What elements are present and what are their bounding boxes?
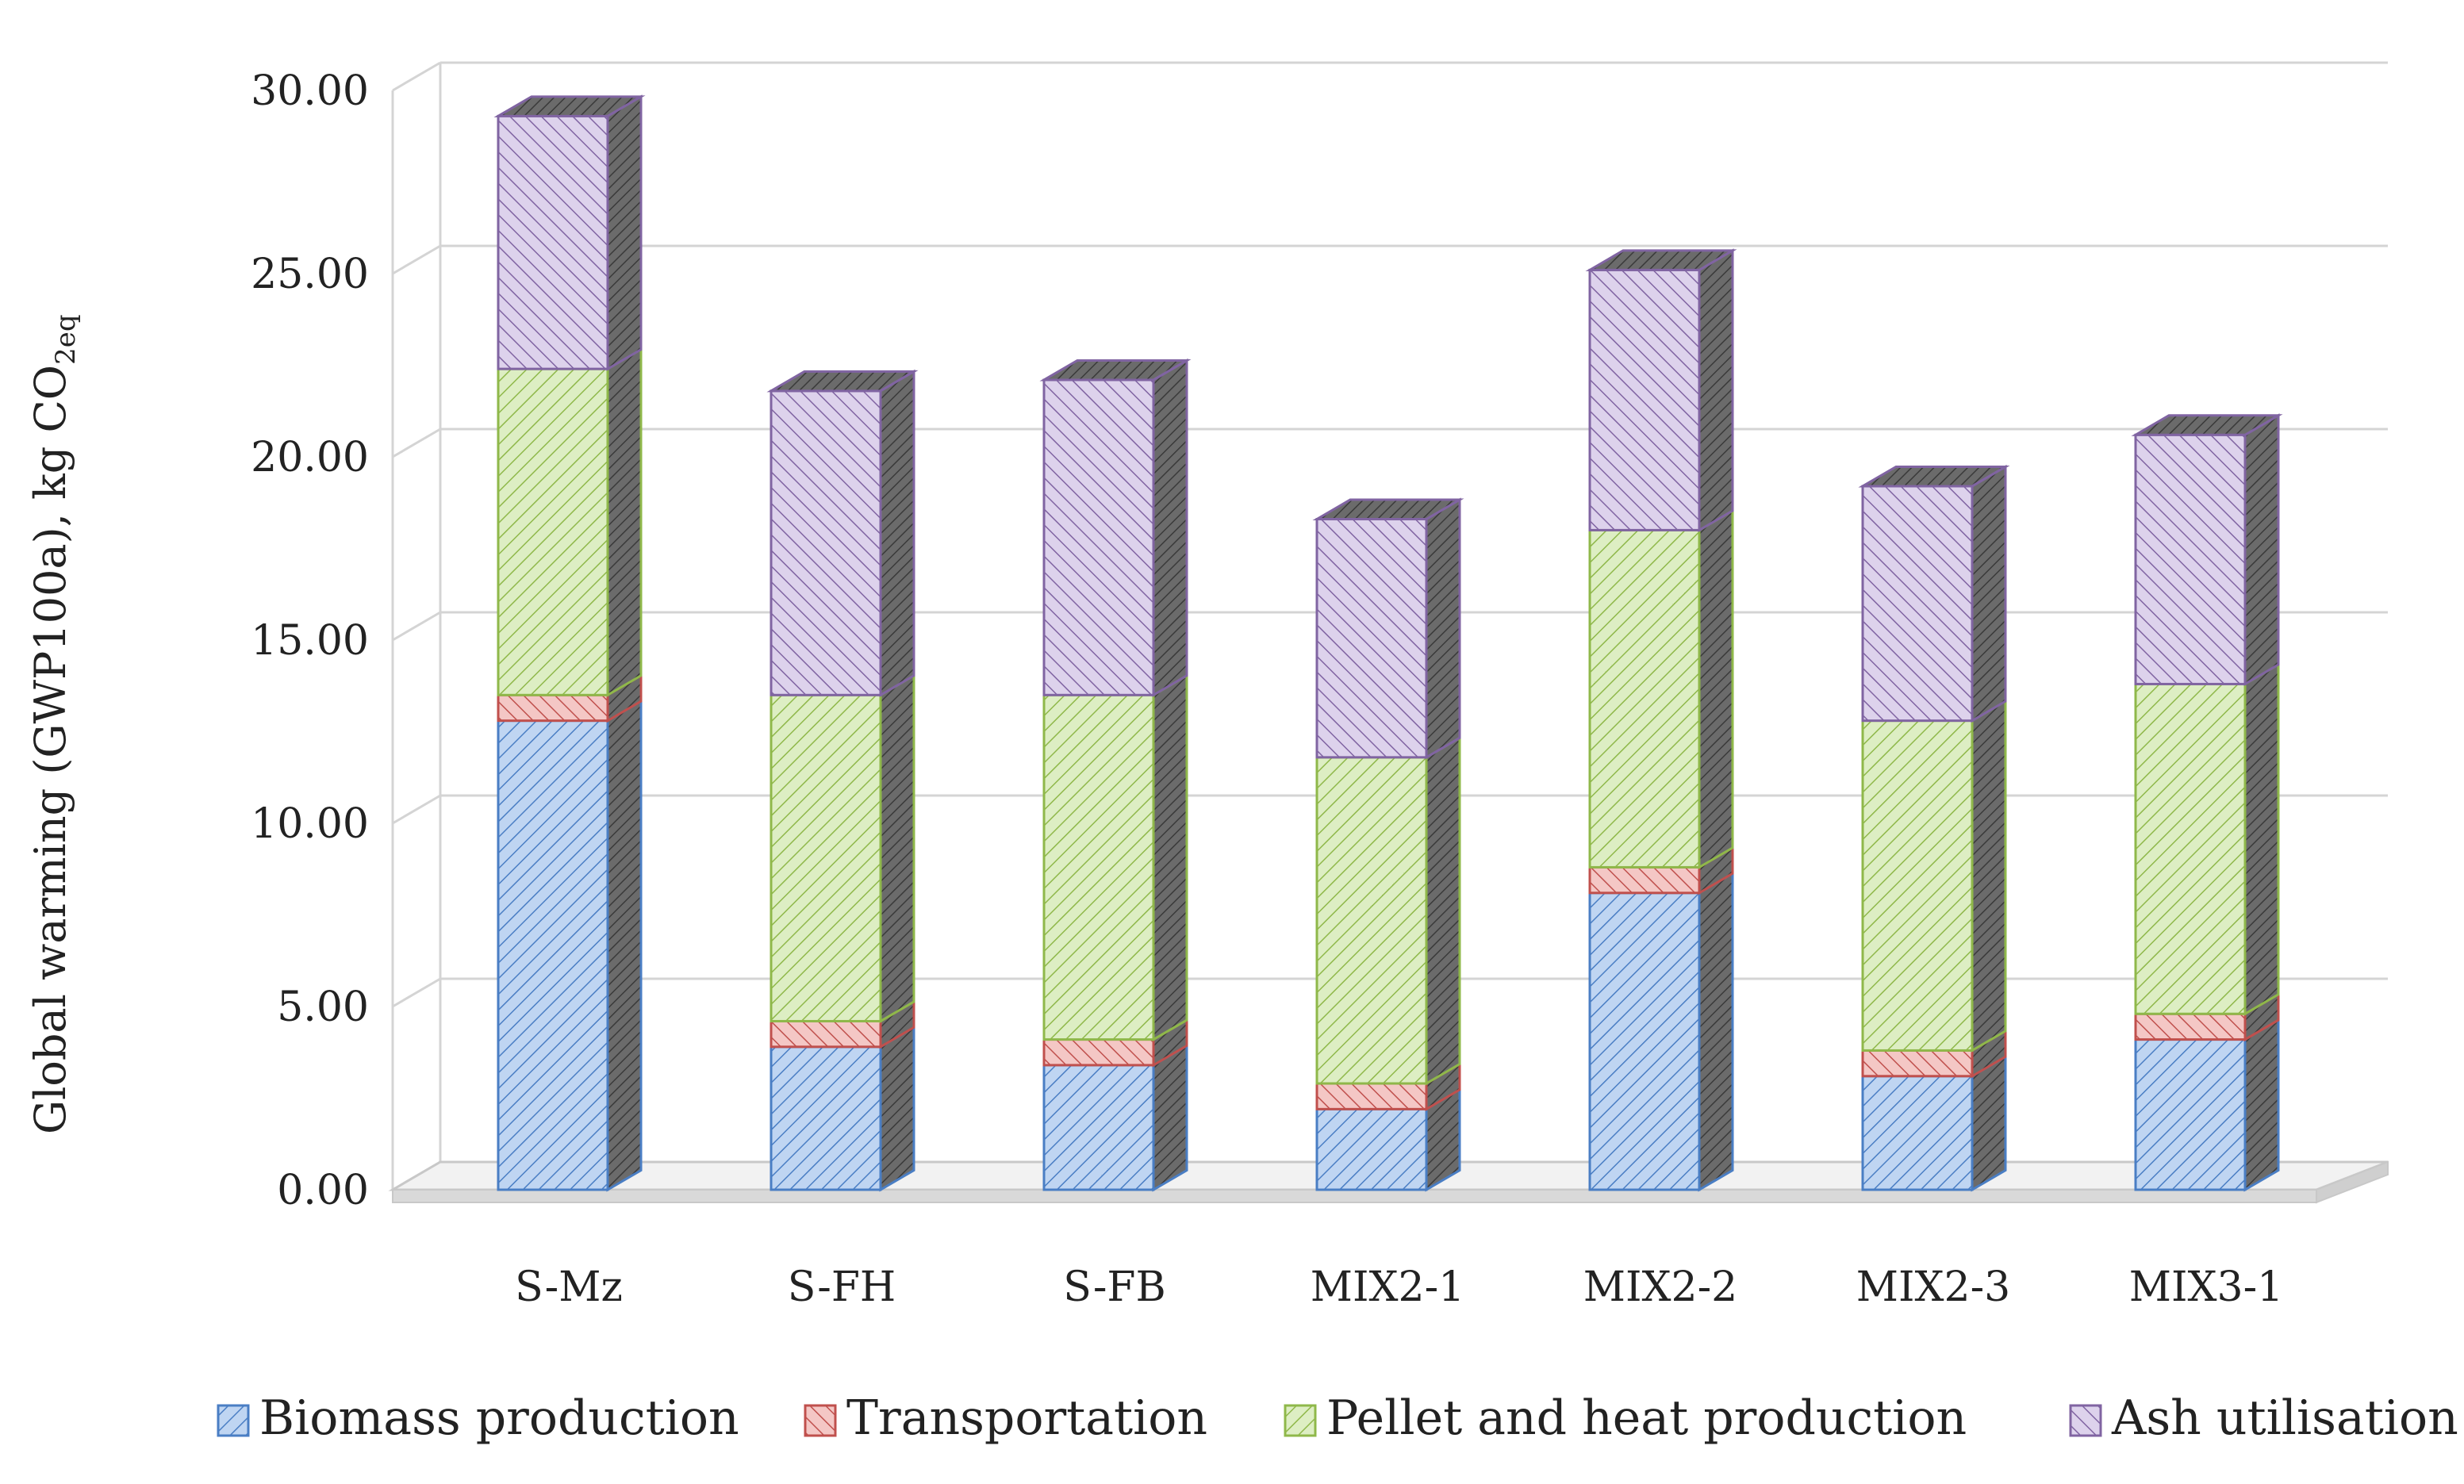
bar-MIX3-1-biomass-production (2134, 1038, 2247, 1191)
bar-MIX2-3-ash-utilisation (1861, 485, 1974, 723)
bar-MIX2-1-pellet-and-heat-production (1315, 756, 1428, 1085)
x-tick-label-S-FH: S-FH (788, 1264, 896, 1311)
bar-MIX2-3-transportation (1861, 1049, 1974, 1078)
legend-swatch-2 (1284, 1404, 1317, 1437)
bar-S-FH-transportation (770, 1019, 882, 1049)
bar-MIX2-2-ash-utilisation (1588, 268, 1701, 531)
bar-side-MIX2-3-0 (1971, 1054, 2007, 1192)
bar-S-FH-ash-utilisation (770, 389, 882, 696)
x-tick-label-MIX2-3: MIX2-3 (1856, 1264, 2011, 1311)
bar-MIX2-1-ash-utilisation (1315, 518, 1428, 759)
bar-side-MIX3-1-3 (2243, 413, 2280, 687)
legend-label-3: Ash utilisation (2111, 1390, 2458, 1446)
bar-side-MIX2-1-2 (1425, 735, 1461, 1086)
bar-S-Mz-transportation (497, 693, 609, 723)
bar-MIX2-1-biomass-production (1315, 1107, 1428, 1191)
bar-S-Mz-ash-utilisation (497, 114, 609, 370)
legend-swatch-1 (804, 1404, 837, 1437)
legend-swatch-0 (217, 1404, 250, 1437)
bar-S-FB-pellet-and-heat-production (1042, 693, 1155, 1041)
bar-MIX2-2-transportation (1588, 865, 1701, 895)
bar-top-MIX3-1 (2131, 414, 2283, 436)
bar-side-S-FB-2 (1152, 673, 1188, 1042)
bar-S-FB-ash-utilisation (1042, 378, 1155, 696)
bar-side-MIX2-2-3 (1698, 248, 1734, 533)
bar-MIX3-1-ash-utilisation (2134, 433, 2247, 685)
bar-MIX3-1-pellet-and-heat-production (2134, 682, 2247, 1015)
bar-MIX2-2-biomass-production (1588, 892, 1701, 1191)
bar-side-S-Mz-2 (606, 347, 643, 697)
x-tick-label-S-Mz: S-Mz (515, 1264, 623, 1311)
bar-side-S-FH-3 (879, 369, 915, 697)
floor-front (392, 1189, 2317, 1203)
x-tick-label-S-FB: S-FB (1063, 1264, 1165, 1311)
gridline-side (392, 977, 441, 1008)
bars-layer: S-Mz S-FH S-FB MIX2-1 MIX2-2 MIX2-3 MIX3-1 (493, 94, 2284, 1311)
bar-side-MIX2-3-3 (1971, 464, 2007, 723)
bar-top-S-FB (1039, 359, 1192, 382)
x-tick-label-MIX2-1: MIX2-1 (1311, 1264, 1465, 1311)
bar-S-FH-biomass-production (770, 1045, 882, 1191)
y-tick-label: 10.00 (251, 800, 369, 848)
y-tick-label: 15.00 (251, 617, 369, 665)
legend-swatch-3 (2069, 1404, 2102, 1437)
bar-top-S-Mz (493, 95, 646, 117)
bar-side-S-Mz-3 (606, 94, 643, 371)
bar-MIX3-1-transportation (2134, 1012, 2247, 1041)
legend-label-1: Transportation (846, 1390, 1207, 1446)
bar-MIX2-1-transportation (1315, 1082, 1428, 1110)
bar-MIX2-3-biomass-production (1861, 1075, 1974, 1191)
bar-top-MIX2-2 (1585, 249, 1737, 271)
x-tick-label-MIX2-2: MIX2-2 (1583, 1264, 1738, 1311)
bar-side-MIX3-1-2 (2243, 662, 2280, 1016)
bar-side-S-FB-0 (1152, 1043, 1188, 1192)
bar-side-S-FH-0 (879, 1025, 915, 1192)
bar-top-MIX2-1 (1312, 498, 1464, 521)
bar-S-FB-transportation (1042, 1038, 1155, 1067)
bar-side-MIX3-1-0 (2243, 1018, 2280, 1192)
gridline-side (392, 428, 441, 458)
gridline-side (392, 61, 441, 92)
bar-side-S-Mz-0 (606, 699, 643, 1192)
bar-MIX2-3-pellet-and-heat-production (1861, 719, 1974, 1052)
y-tick-label: 25.00 (251, 251, 369, 298)
legend: Biomass production Transportation Pellet a… (217, 1390, 2458, 1446)
bar-side-MIX2-3-2 (1971, 699, 2007, 1053)
bar-top-MIX2-3 (1858, 465, 2010, 488)
floor-side (2316, 1160, 2389, 1204)
y-tick-label: 20.00 (251, 434, 369, 481)
bar-side-S-FH-2 (879, 673, 915, 1024)
y-tick-label: 5.00 (277, 984, 369, 1031)
gridline-side (392, 794, 441, 825)
bar-side-MIX2-2-2 (1698, 508, 1734, 870)
bar-side-MIX2-2-0 (1698, 871, 1734, 1192)
bar-side-MIX2-1-3 (1425, 497, 1461, 760)
y-tick-label: 0.00 (277, 1167, 369, 1214)
bar-S-Mz-pellet-and-heat-production (497, 367, 609, 696)
bar-S-FH-pellet-and-heat-production (770, 693, 882, 1022)
legend-label-2: Pellet and heat production (1326, 1390, 1967, 1446)
x-tick-label-MIX3-1: MIX3-1 (2129, 1264, 2284, 1311)
legend-label-0: Biomass production (259, 1390, 739, 1446)
bar-MIX2-2-pellet-and-heat-production (1588, 528, 1701, 869)
bar-S-Mz-biomass-production (497, 719, 609, 1191)
gridline-side (392, 244, 441, 275)
bar-side-S-FB-3 (1152, 358, 1188, 697)
y-tick-label: 30.00 (251, 67, 369, 115)
gridline-side (392, 611, 441, 642)
bar-top-S-FH (766, 370, 919, 393)
bar-S-FB-biomass-production (1042, 1064, 1155, 1191)
y-axis-label-subscript: 2eq (50, 314, 82, 365)
y-axis-label: Global warming (GWP100a), kg CO2eq (25, 314, 82, 1134)
